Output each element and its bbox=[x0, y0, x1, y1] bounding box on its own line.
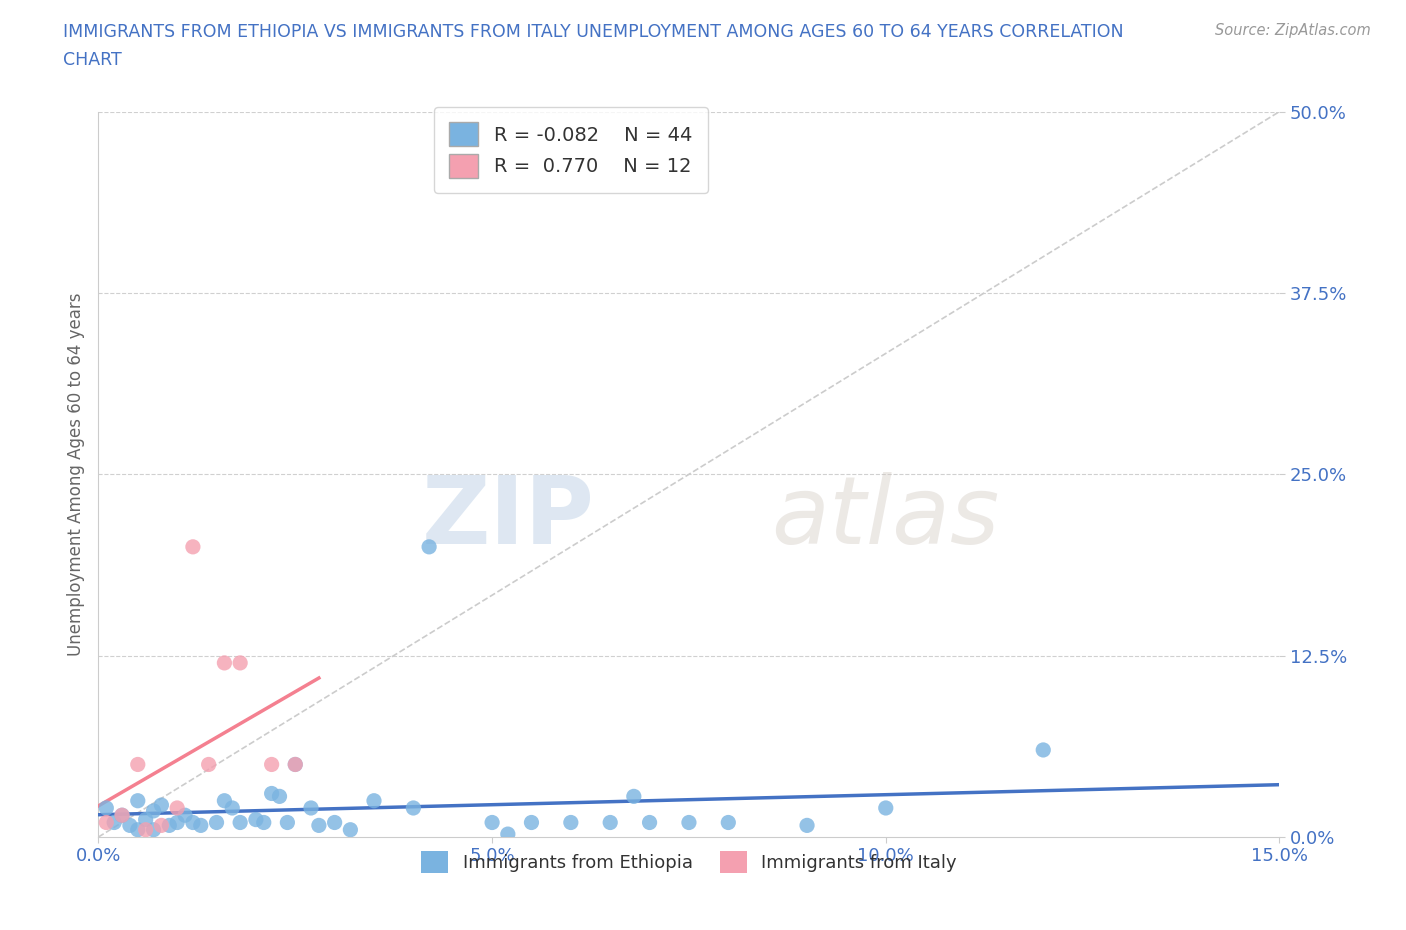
Point bbox=[150, 818, 173, 833]
Point bbox=[678, 815, 700, 830]
Point bbox=[150, 798, 173, 813]
Point bbox=[308, 818, 330, 833]
Point bbox=[118, 818, 141, 833]
Point bbox=[623, 789, 645, 804]
Point bbox=[323, 815, 346, 830]
Point bbox=[284, 757, 307, 772]
Point bbox=[260, 786, 283, 801]
Point bbox=[229, 656, 252, 671]
Point bbox=[214, 656, 236, 671]
Point bbox=[796, 818, 818, 833]
Point bbox=[339, 822, 361, 837]
Text: CHART: CHART bbox=[63, 51, 122, 69]
Y-axis label: Unemployment Among Ages 60 to 64 years: Unemployment Among Ages 60 to 64 years bbox=[66, 293, 84, 656]
Text: atlas: atlas bbox=[772, 472, 1000, 564]
Point bbox=[299, 801, 322, 816]
Point bbox=[166, 815, 188, 830]
Point bbox=[111, 808, 134, 823]
Point bbox=[638, 815, 661, 830]
Point bbox=[197, 757, 219, 772]
Point bbox=[135, 822, 157, 837]
Legend: Immigrants from Ethiopia, Immigrants from Italy: Immigrants from Ethiopia, Immigrants fro… bbox=[412, 843, 966, 883]
Point bbox=[418, 539, 440, 554]
Point bbox=[96, 815, 118, 830]
Point bbox=[181, 539, 204, 554]
Point bbox=[276, 815, 298, 830]
Point bbox=[214, 793, 236, 808]
Point bbox=[260, 757, 283, 772]
Point bbox=[496, 827, 519, 842]
Point bbox=[127, 793, 149, 808]
Point bbox=[205, 815, 228, 830]
Point bbox=[142, 822, 165, 837]
Point bbox=[111, 808, 134, 823]
Point bbox=[245, 812, 267, 827]
Point bbox=[560, 815, 582, 830]
Point bbox=[363, 793, 385, 808]
Point bbox=[135, 812, 157, 827]
Point bbox=[127, 822, 149, 837]
Point bbox=[717, 815, 740, 830]
Point bbox=[181, 815, 204, 830]
Text: IMMIGRANTS FROM ETHIOPIA VS IMMIGRANTS FROM ITALY UNEMPLOYMENT AMONG AGES 60 TO : IMMIGRANTS FROM ETHIOPIA VS IMMIGRANTS F… bbox=[63, 23, 1123, 41]
Point bbox=[253, 815, 276, 830]
Point bbox=[157, 818, 180, 833]
Point bbox=[127, 757, 149, 772]
Point bbox=[481, 815, 503, 830]
Point bbox=[190, 818, 212, 833]
Point bbox=[229, 815, 252, 830]
Point bbox=[402, 801, 425, 816]
Point bbox=[599, 815, 621, 830]
Point bbox=[103, 815, 125, 830]
Point bbox=[221, 801, 243, 816]
Point bbox=[269, 789, 291, 804]
Point bbox=[875, 801, 897, 816]
Point bbox=[166, 801, 188, 816]
Point bbox=[96, 801, 118, 816]
Point bbox=[174, 808, 197, 823]
Point bbox=[284, 757, 307, 772]
Point bbox=[1032, 742, 1054, 757]
Text: ZIP: ZIP bbox=[422, 472, 595, 564]
Text: Source: ZipAtlas.com: Source: ZipAtlas.com bbox=[1215, 23, 1371, 38]
Point bbox=[142, 804, 165, 818]
Point bbox=[520, 815, 543, 830]
